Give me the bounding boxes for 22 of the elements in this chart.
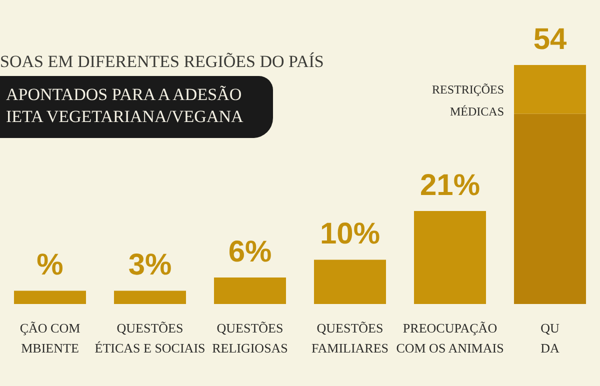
bar [114,290,186,304]
x-tick-label: QUESTÕES FAMILIARES [311,320,389,356]
x-tick-label: QUESTÕES ÉTICAS E SOCIAIS [94,320,206,356]
x-tick-label: ÇÃO COM MBIENTE [20,320,81,356]
data-label: % [36,248,64,282]
bar [514,114,586,304]
x-tick-label: QU DA [540,320,560,356]
bar [214,277,286,304]
x-tick-label: PREOCUPAÇÃO COM OS ANIMAIS [396,320,504,356]
x-tick-label: QUESTÕES RELIGIOSAS [212,320,288,356]
series-label: RESTRIÇÕES MÉDICAS [432,82,504,118]
text: APONTADOS PARA A ADESÃO IETA VEGETARIANA/VEGANA [0,76,274,138]
chart-subtitle: SOAS EM DIFERENTES REGIÕES DO PAÍS [0,52,324,72]
bar [414,211,486,304]
data-label: 6% [228,235,272,268]
bar [314,260,386,304]
bar [14,290,86,304]
total-label: 54 [533,23,567,56]
data-label: 3% [128,248,172,282]
data-label: 10% [320,218,380,251]
data-label: 21% [420,169,480,202]
bar [514,65,586,114]
